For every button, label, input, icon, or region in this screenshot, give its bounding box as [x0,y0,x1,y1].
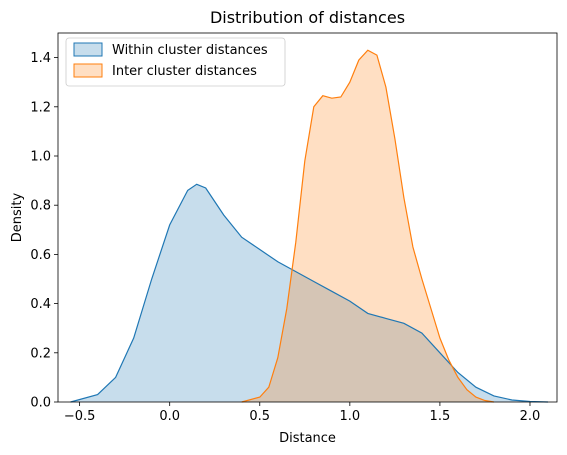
series-line-0 [70,183,549,403]
x-tick-label: 1.5 [430,409,451,424]
y-tick-label: 1.4 [30,51,51,66]
y-tick-label: 0.0 [30,396,51,411]
plot-frame [57,32,558,403]
legend-label-1: Inter cluster distances [112,64,257,79]
density-lines [70,49,549,403]
y-axis-label: Density [10,192,25,242]
y-tick-label: 1.0 [30,150,51,165]
x-tick-label: 0.5 [249,409,270,424]
series-line-1 [241,49,494,403]
y-tick-label: 1.2 [30,100,51,115]
chart-title: Distribution of distances [210,8,405,27]
x-axis-label: Distance [279,431,336,446]
x-axis-ticks: −0.5 0.0 0.5 1.0 1.5 2.0 [64,402,540,424]
legend: Within cluster distances Inter cluster di… [65,37,286,87]
legend-swatch-1 [73,63,103,78]
series-fill-1 [241,50,494,402]
legend-frame [65,37,286,87]
legend-swatch-0 [73,42,103,57]
y-tick-label: 0.4 [30,297,51,312]
legend-label-0: Within cluster distances [112,43,268,58]
y-tick-label: 0.6 [30,248,51,263]
y-axis-ticks: 0.0 0.2 0.4 0.6 0.8 1.0 1.2 1.4 [30,51,58,411]
y-tick-label: 0.2 [30,346,51,361]
y-tick-label: 0.8 [30,199,51,214]
x-tick-label: −0.5 [64,409,96,424]
x-tick-label: 2.0 [520,409,541,424]
series-fill-0 [70,184,548,402]
density-fills [70,50,548,402]
x-tick-label: 0.0 [159,409,180,424]
x-tick-label: 1.0 [339,409,360,424]
